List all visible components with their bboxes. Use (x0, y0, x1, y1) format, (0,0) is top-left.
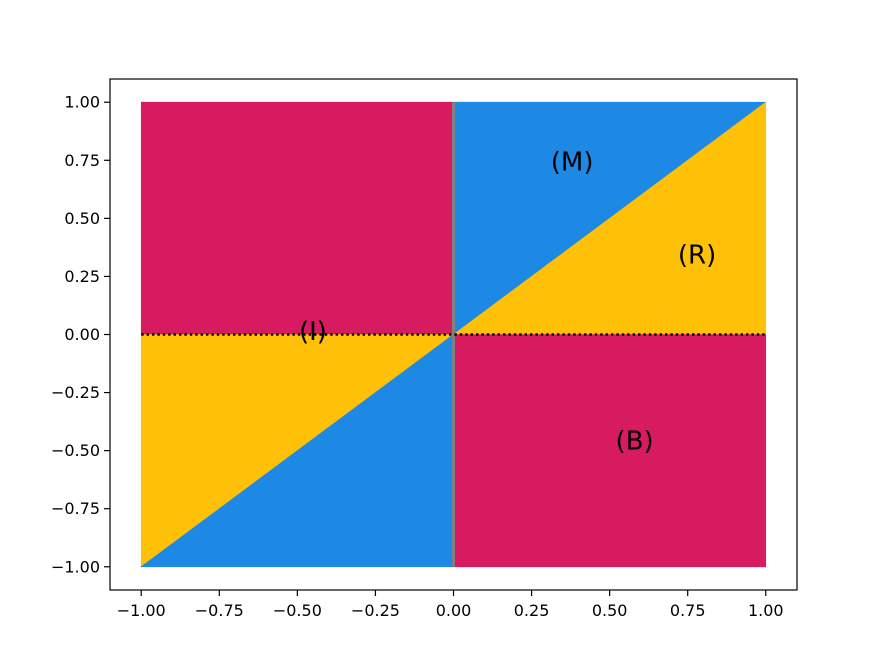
annotations-layer: (M) (R) (I) (B) (299, 148, 716, 457)
region-crimson-0 (140, 101, 454, 335)
x-tick-label: −1.00 (117, 601, 166, 620)
y-tick-label: 0.50 (64, 209, 100, 228)
y-tick-label: −0.25 (51, 383, 100, 402)
y-tick-label: 0.25 (64, 267, 100, 286)
region-label: (R) (678, 241, 716, 271)
y-tick-label: 0.75 (64, 151, 100, 170)
x-tick-label: −0.50 (273, 601, 322, 620)
x-tick-label: 0.50 (592, 601, 628, 620)
x-tick-label: 0.00 (436, 601, 472, 620)
y-tick-label: 1.00 (64, 93, 100, 112)
x-axis: −1.00 −0.75 −0.50 −0.25 0.00 0.25 0.50 0.75 1.00 (117, 590, 784, 620)
y-axis: 1.00 0.75 0.50 0.25 0.00 −0.25 −0.50 −0.75 −1.00 (51, 93, 110, 576)
y-tick-label: 0.00 (64, 325, 100, 344)
y-tick-label: −1.00 (51, 557, 100, 576)
y-tick-label: −0.50 (51, 441, 100, 460)
region-label: (I) (299, 317, 327, 347)
x-tick-label: −0.75 (195, 601, 244, 620)
lines-layer (141, 102, 766, 567)
regions-layer (140, 101, 767, 568)
region-label: (M) (551, 148, 594, 178)
region-label: (B) (616, 426, 654, 456)
x-tick-label: 0.75 (670, 601, 706, 620)
region-crimson-5 (453, 334, 767, 568)
x-tick-label: 0.25 (514, 601, 550, 620)
x-tick-label: −0.25 (351, 601, 400, 620)
x-tick-label: 1.00 (748, 601, 784, 620)
y-tick-label: −0.75 (51, 499, 100, 518)
